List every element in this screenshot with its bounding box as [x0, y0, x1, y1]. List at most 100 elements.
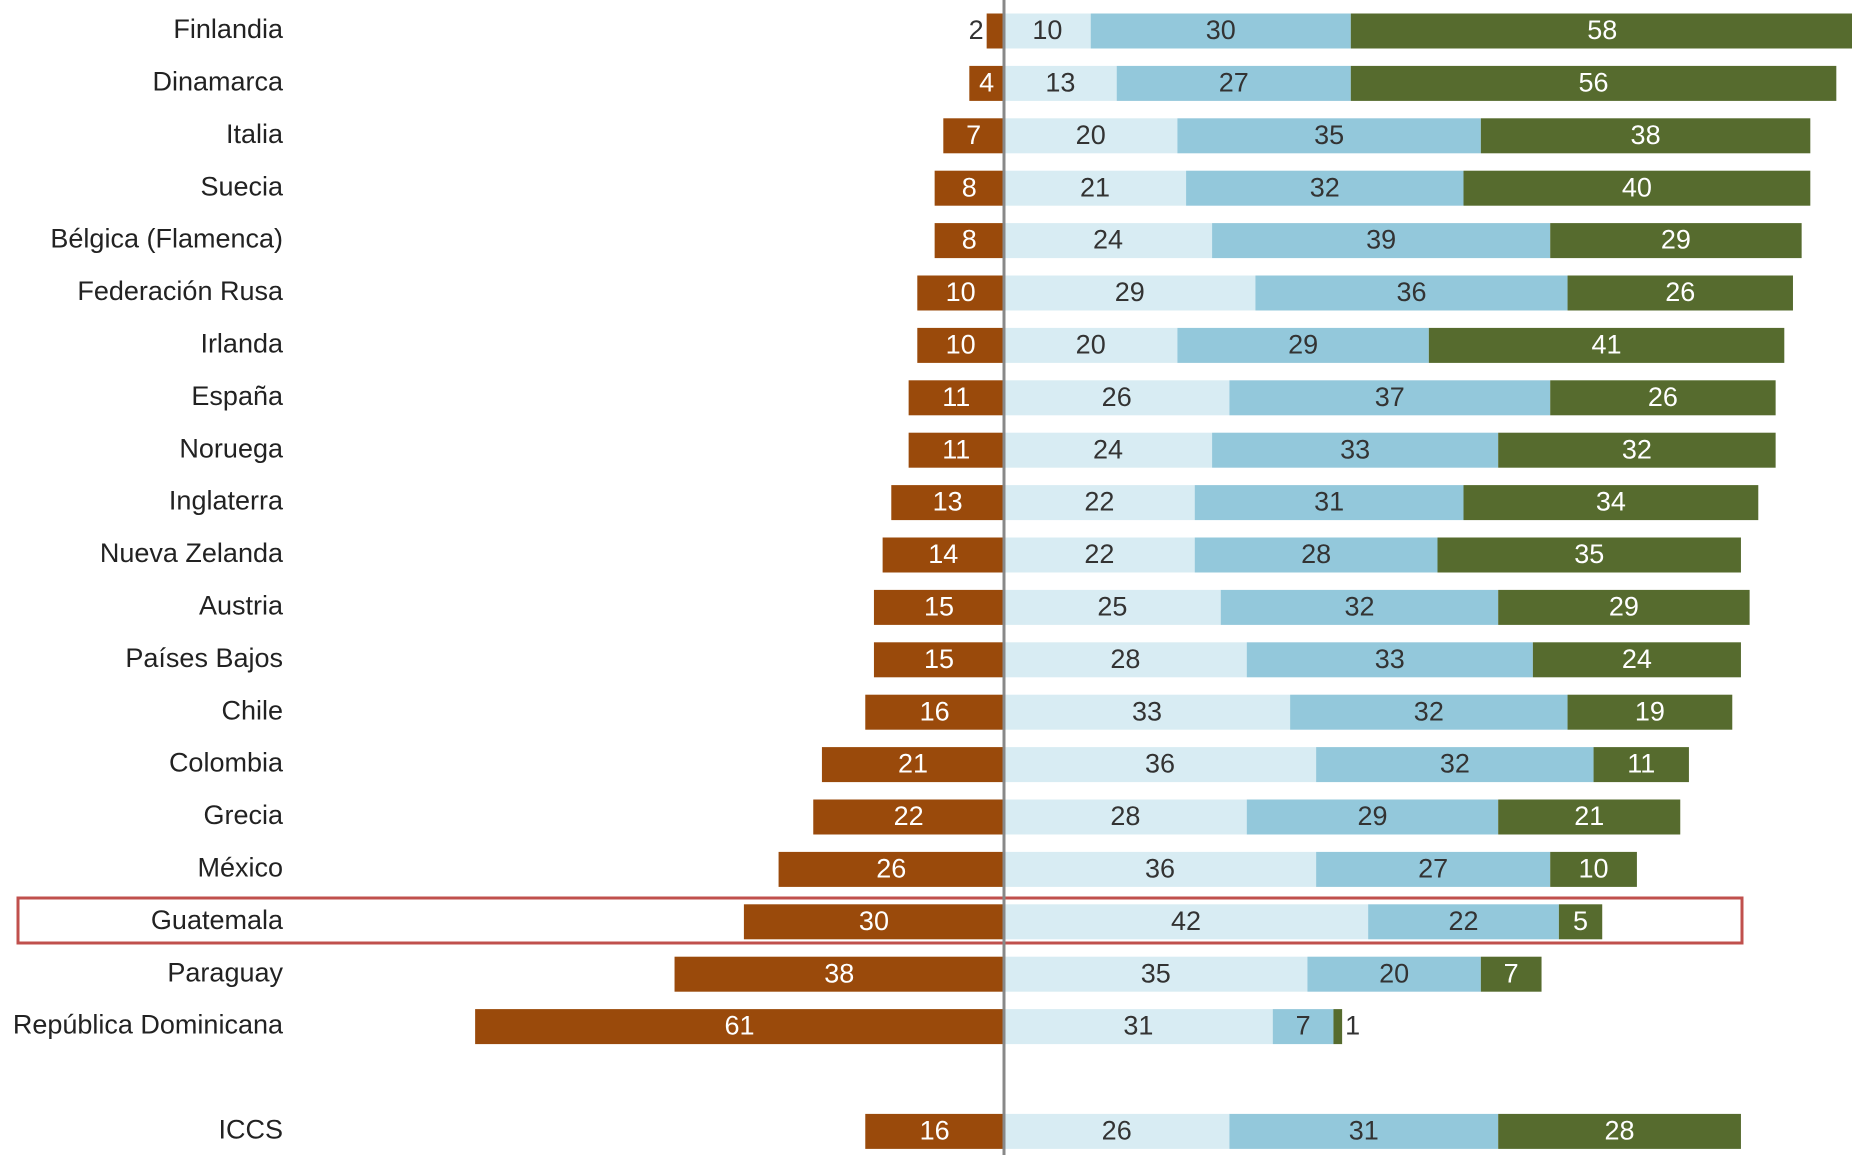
data-label: 42 — [1171, 906, 1201, 936]
bar-segment — [1212, 223, 1551, 259]
data-label: 8 — [962, 172, 977, 202]
data-label: 32 — [1440, 749, 1470, 779]
data-label: 36 — [1396, 277, 1426, 307]
bar-segment — [1316, 747, 1594, 783]
data-label: 29 — [1609, 592, 1639, 622]
data-label: 21 — [1574, 801, 1604, 831]
data-label: 13 — [1045, 68, 1075, 98]
data-label: 25 — [1097, 592, 1127, 622]
bar-segment — [1116, 65, 1351, 101]
data-label: 11 — [1627, 749, 1655, 779]
category-label: Suecia — [200, 171, 284, 201]
data-label: 29 — [1115, 277, 1145, 307]
category-label: Paraguay — [167, 957, 283, 987]
data-label: 32 — [1414, 696, 1444, 726]
data-label: 11 — [942, 434, 970, 464]
bar-segment — [1567, 694, 1733, 730]
data-label: 2 — [969, 15, 984, 45]
data-label: 33 — [1340, 434, 1370, 464]
data-label: 24 — [1093, 434, 1123, 464]
data-label: 35 — [1141, 958, 1171, 988]
category-label: Colombia — [169, 748, 284, 778]
bar-segment — [1350, 65, 1837, 101]
bar-segment — [1498, 1113, 1741, 1149]
data-label: 10 — [1579, 854, 1609, 884]
category-label: Guatemala — [151, 905, 284, 935]
bar-segment — [1498, 589, 1750, 625]
bar-segment — [1558, 904, 1603, 940]
data-label: 8 — [962, 225, 977, 255]
bar-segment — [1480, 118, 1811, 154]
data-label: 27 — [1219, 68, 1249, 98]
bar-segment — [1004, 642, 1247, 678]
bar-segment — [1004, 589, 1221, 625]
bar-segment — [1316, 851, 1551, 887]
bar-segment — [1255, 275, 1568, 311]
data-label: 11 — [942, 382, 970, 412]
bar-segment — [934, 223, 1004, 259]
data-label: 34 — [1596, 487, 1626, 517]
data-label: 29 — [1661, 225, 1691, 255]
bar-segment — [1004, 747, 1317, 783]
data-label: 21 — [1080, 172, 1110, 202]
bar-segment — [1194, 485, 1464, 521]
data-label: 16 — [920, 1116, 950, 1146]
bar-segment — [873, 589, 1004, 625]
bar-segment — [1090, 13, 1351, 49]
data-label: 22 — [1084, 487, 1114, 517]
bar-segment — [873, 642, 1004, 678]
bar-segment — [674, 956, 1004, 992]
category-label: Italia — [226, 119, 284, 149]
bar-segment — [1004, 13, 1091, 49]
bar-segment — [1368, 904, 1559, 940]
data-label: 26 — [1648, 382, 1678, 412]
data-label: 7 — [966, 120, 981, 150]
bar-segment — [1004, 904, 1369, 940]
bar-segment — [1333, 1009, 1343, 1045]
data-label: 37 — [1375, 382, 1405, 412]
bar-segment — [1463, 485, 1759, 521]
data-label: 61 — [725, 1011, 755, 1041]
data-label: 21 — [898, 749, 928, 779]
bar-segment — [891, 485, 1004, 521]
data-label: 40 — [1622, 172, 1652, 202]
data-label: 13 — [933, 487, 963, 517]
bar-segment — [1004, 65, 1117, 101]
data-label: 5 — [1573, 906, 1588, 936]
data-label: 20 — [1076, 330, 1106, 360]
data-label: 24 — [1622, 644, 1652, 674]
highlight-box — [16, 896, 1744, 945]
bar-segment — [1177, 118, 1481, 154]
bar-segment — [1004, 851, 1317, 887]
bar-segment — [1004, 118, 1178, 154]
data-label: 56 — [1579, 68, 1609, 98]
bar-segment — [778, 851, 1004, 887]
data-label: 26 — [1102, 1116, 1132, 1146]
data-label: 32 — [1344, 592, 1374, 622]
bar-segment — [1004, 537, 1195, 573]
bar-segment — [1550, 223, 1802, 259]
data-label: 20 — [1379, 958, 1409, 988]
category-label: República Dominicana — [13, 1010, 284, 1040]
category-label: España — [191, 381, 284, 411]
bar-segment — [1290, 694, 1568, 730]
bar-segment — [986, 13, 1004, 49]
bar-segment — [1004, 275, 1256, 311]
data-label: 22 — [894, 801, 924, 831]
bar-segment — [943, 118, 1004, 154]
category-label: Grecia — [203, 800, 284, 830]
bar-segment — [917, 327, 1004, 363]
bar-segment — [1437, 537, 1741, 573]
category-label: Austria — [199, 591, 284, 621]
data-label: 26 — [1102, 382, 1132, 412]
bar-segment — [1004, 1113, 1230, 1149]
bar-segment — [908, 432, 1004, 468]
data-label: 7 — [1504, 958, 1519, 988]
data-label: 35 — [1574, 539, 1604, 569]
data-label: 28 — [1110, 801, 1140, 831]
bar-segment — [1532, 642, 1741, 678]
category-label: México — [197, 853, 283, 883]
data-label: 22 — [1084, 539, 1114, 569]
category-label: Finlandia — [173, 14, 284, 44]
